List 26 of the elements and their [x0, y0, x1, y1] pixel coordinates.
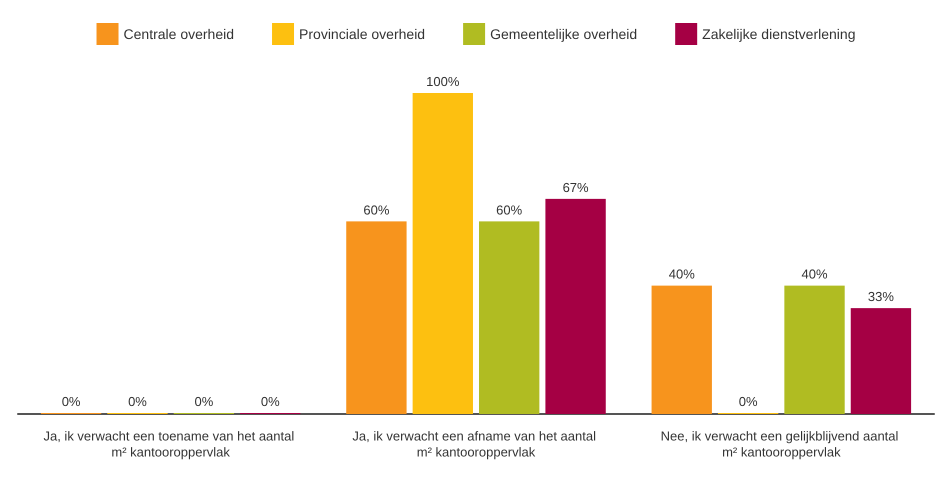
x-tick-label: Nee, ik verwacht een gelijkblijvend aantal m² kantooroppervlak [660, 428, 902, 460]
data-label: 67% [562, 180, 590, 195]
legend-label: Zakelijke dienstverlening [702, 26, 856, 42]
x-tick-label: Ja, ik verwacht een afname van het aantal m² kantooroppervlak [352, 428, 600, 460]
data-label: 60% [363, 202, 390, 218]
data-label: 0% [62, 394, 81, 409]
bar [850, 308, 912, 414]
data-label: 0% [194, 394, 214, 409]
data-label: 100% [426, 74, 460, 89]
data-label: 60% [496, 202, 523, 218]
legend-label: Provinciale overheid [299, 26, 426, 42]
bar [784, 286, 845, 414]
legend-label: Gemeentelijke overheid [490, 26, 638, 42]
data-label: 40% [802, 266, 828, 282]
bar [412, 93, 473, 414]
data-label: 0% [128, 394, 148, 409]
bar [346, 221, 407, 414]
bar [479, 221, 540, 414]
data-label: 0% [260, 394, 280, 409]
bar [545, 198, 606, 414]
data-label: 0% [738, 394, 758, 409]
data-label: 40% [668, 266, 696, 282]
data-label: 33% [868, 289, 894, 304]
bar [652, 286, 712, 414]
legend-label: Centrale overheid [124, 26, 234, 42]
x-tick-label: Ja, ik verwacht een toename van het aantal m² kantooroppervlak [43, 428, 298, 460]
